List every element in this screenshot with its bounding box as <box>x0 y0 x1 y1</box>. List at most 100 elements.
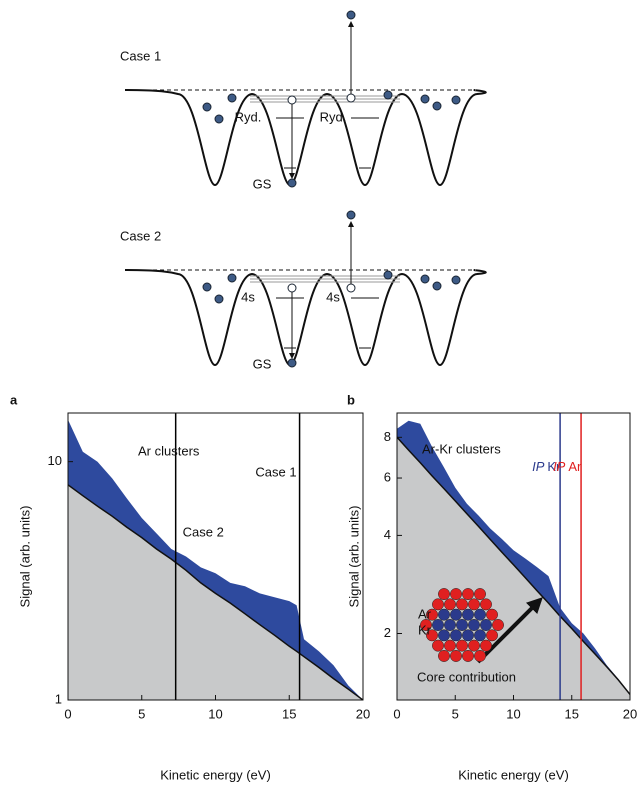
signal-area <box>397 420 630 695</box>
species-label: Ar <box>418 606 432 621</box>
x-tick-label: 10 <box>208 706 222 721</box>
electron <box>202 102 212 112</box>
level-label: Ryd. <box>320 109 347 124</box>
electron <box>214 114 224 124</box>
cluster-atom <box>474 650 486 662</box>
electron <box>451 95 461 105</box>
chart-title: Ar clusters <box>138 443 200 458</box>
cluster-atom <box>480 639 492 652</box>
cluster-atom <box>450 650 462 662</box>
x-axis-label: Kinetic energy (eV) <box>458 767 569 782</box>
x-tick-label: 0 <box>64 706 71 721</box>
species-label: Kr <box>418 622 432 637</box>
hole <box>346 93 356 103</box>
diagram: Case 1 Ryd. Ryd. GS Case 2 4s 4s GS <box>120 10 487 371</box>
signal-area <box>68 419 363 700</box>
level-label: 4s <box>326 289 340 304</box>
cluster-atom <box>474 608 486 621</box>
level-label: Ryd. <box>235 109 262 124</box>
cluster-atom <box>420 619 432 631</box>
cluster-atom <box>444 598 456 611</box>
cluster-atom <box>432 598 444 611</box>
cluster-atom <box>456 639 468 652</box>
case-title: Case 2 <box>120 228 161 243</box>
marker-label-prefix: IP <box>553 459 566 474</box>
plot <box>397 420 630 700</box>
electron <box>287 178 297 188</box>
cluster-atom <box>450 629 462 642</box>
level-label: GS <box>253 356 272 371</box>
electron <box>227 273 237 283</box>
electron <box>287 358 297 368</box>
y-tick-label: 8 <box>384 429 391 444</box>
cluster-atom <box>480 619 492 631</box>
cluster-atom <box>474 588 486 600</box>
cluster-atom <box>456 598 468 611</box>
x-tick-label: 5 <box>452 706 459 721</box>
cluster-atom <box>462 608 474 621</box>
cluster-atom <box>426 608 438 621</box>
electron <box>420 94 430 104</box>
marker-label: IP Ar <box>553 459 582 474</box>
y-tick-label: 10 <box>48 453 62 468</box>
cluster-atom <box>444 639 456 652</box>
cluster-atom <box>438 588 450 600</box>
cluster-atom <box>438 629 450 642</box>
cluster-atom <box>432 639 444 652</box>
y-tick-label: 2 <box>384 625 391 640</box>
y-axis-label: Signal (arb. units) <box>346 506 361 608</box>
cluster-atom <box>444 619 456 631</box>
hole <box>287 283 297 293</box>
marker-label: Case 2 <box>183 524 224 539</box>
hole <box>287 95 297 105</box>
background-line <box>397 436 630 695</box>
x-tick-label: 20 <box>356 706 370 721</box>
electron <box>432 281 442 291</box>
electron <box>214 294 224 304</box>
plot <box>68 419 363 700</box>
marker-label-text: Ar <box>568 459 582 474</box>
x-tick-label: 15 <box>565 706 579 721</box>
cluster-atom <box>480 598 492 611</box>
cluster-atom <box>456 619 468 631</box>
electron <box>432 101 442 111</box>
background-line <box>68 484 363 700</box>
electron <box>227 93 237 103</box>
electron <box>420 274 430 284</box>
hole <box>346 283 356 293</box>
electron <box>202 282 212 292</box>
cluster-atom <box>450 588 462 600</box>
cluster-atom <box>492 619 504 631</box>
electron <box>451 275 461 285</box>
marker-label: Case 1 <box>255 464 296 479</box>
cluster-atom <box>432 619 444 631</box>
potential <box>124 269 487 367</box>
level-label: GS <box>253 176 272 191</box>
annotation: Core contribution <box>417 669 516 684</box>
y-tick-label: 6 <box>384 469 391 484</box>
x-tick-label: 5 <box>138 706 145 721</box>
cluster-atom <box>450 608 462 621</box>
y-tick-label: 1 <box>55 691 62 706</box>
cluster-atom <box>438 608 450 621</box>
chart-title: Ar-Kr clusters <box>422 441 501 456</box>
level-label: 4s <box>241 289 255 304</box>
electron <box>383 270 393 280</box>
case-title: Case 1 <box>120 48 161 63</box>
marker-label-text: Kr <box>547 459 561 474</box>
electron <box>346 210 356 220</box>
x-axis-label: Kinetic energy (eV) <box>160 767 271 782</box>
cluster-atom <box>486 629 498 642</box>
panel-label: b <box>347 392 355 407</box>
x-tick-label: 15 <box>282 706 296 721</box>
potential <box>124 89 487 187</box>
marker-label: IP Kr <box>532 459 561 474</box>
y-tick-label: 4 <box>384 527 391 542</box>
cluster-atom <box>468 639 480 652</box>
x-tick-label: 10 <box>506 706 520 721</box>
y-axis-label: Signal (arb. units) <box>17 506 32 608</box>
cluster-atom <box>426 629 438 642</box>
marker-label-prefix: IP <box>532 459 545 474</box>
